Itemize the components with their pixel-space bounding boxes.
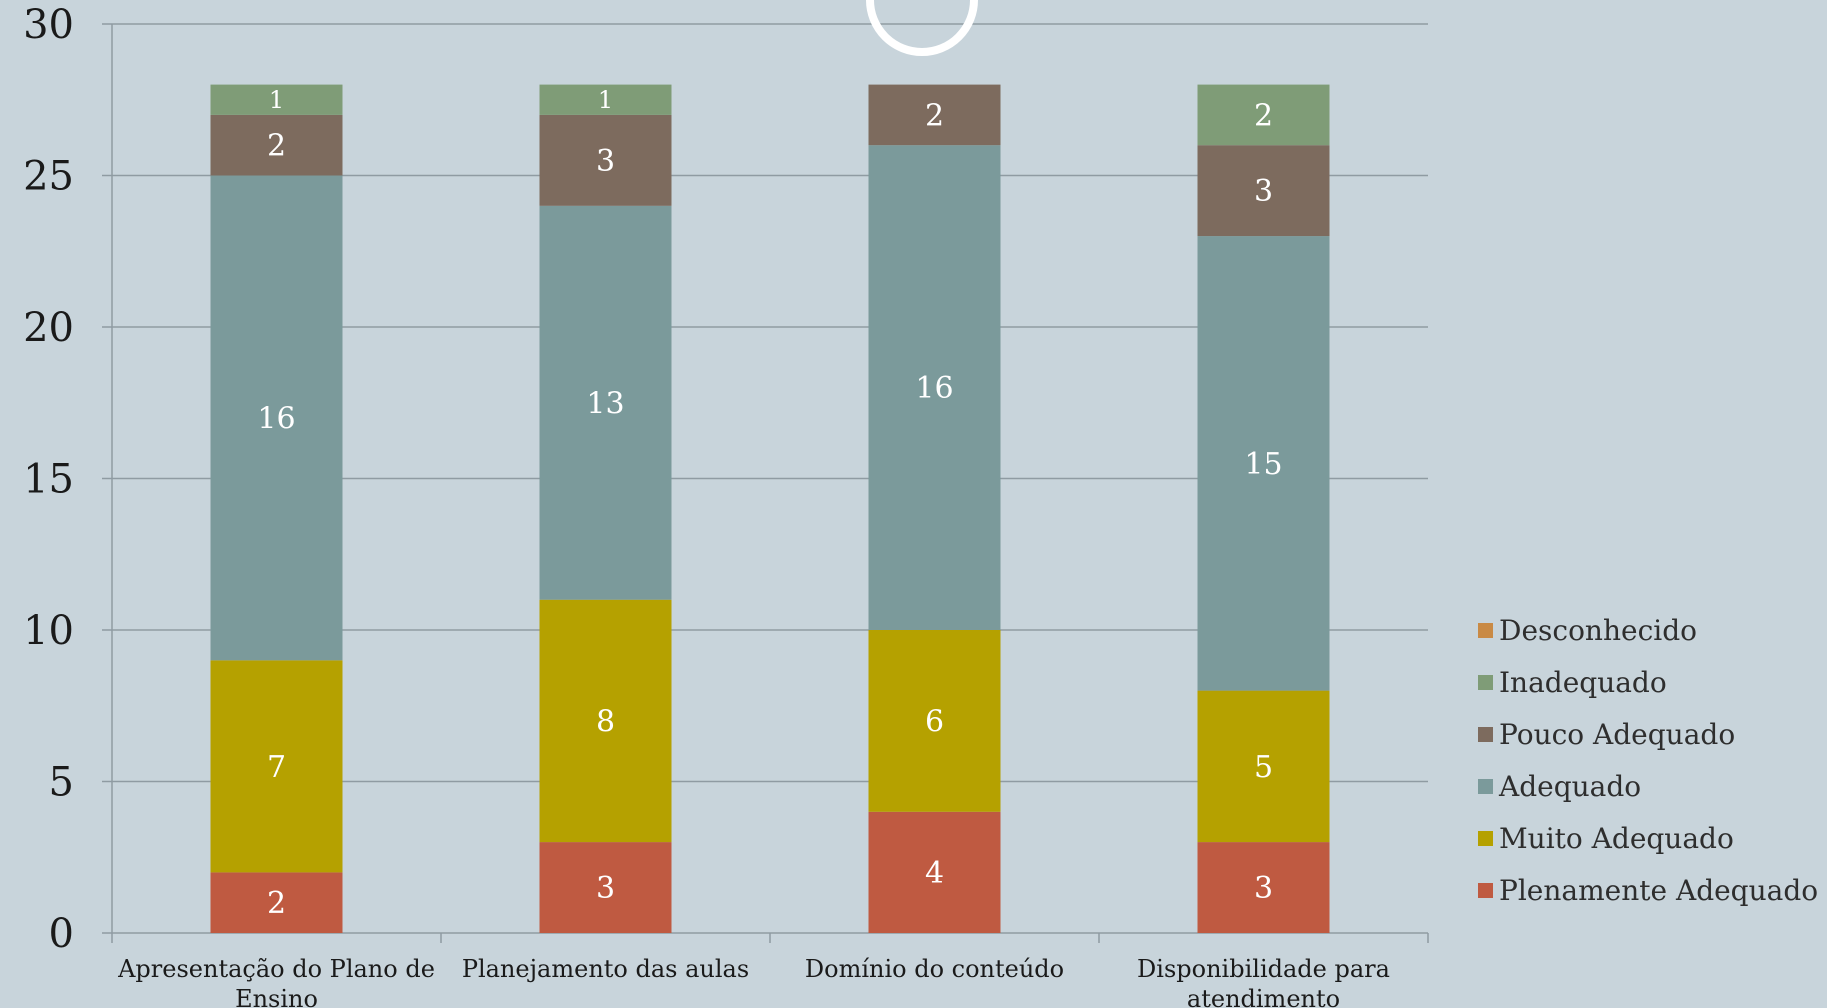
bar-segment	[539, 84, 672, 115]
data-label: 3	[596, 144, 615, 179]
bar-segment	[210, 84, 343, 115]
legend-label: Plenamente Adequado	[1499, 873, 1819, 907]
logo-fragment	[866, 0, 978, 56]
bar-segment	[868, 84, 1001, 146]
y-tick-label: 25	[23, 154, 74, 200]
data-label: 15	[1244, 447, 1282, 482]
data-label: 16	[257, 401, 295, 436]
data-label: 6	[925, 704, 944, 739]
legend-swatch	[1478, 882, 1493, 898]
legend-item: Inadequado	[1478, 656, 1823, 708]
data-label: 1	[598, 86, 613, 114]
bar-segment	[1197, 842, 1330, 933]
data-label: 2	[267, 886, 286, 921]
chart-legend: Desconhecido Inadequado Pouco Adequado Adeq…	[1478, 604, 1823, 916]
legend-item: Plenamente Adequado	[1478, 864, 1823, 916]
data-label: 3	[1254, 174, 1273, 209]
bar-segment	[1197, 690, 1330, 843]
data-label: 2	[267, 129, 286, 164]
legend-item: Pouco Adequado	[1478, 708, 1823, 760]
bar-segment	[1197, 145, 1330, 237]
bar-segment	[539, 599, 672, 843]
x-tick-label: atendimento	[1187, 985, 1340, 1008]
bar-segment	[868, 145, 1001, 630]
y-tick-label: 0	[49, 911, 74, 957]
legend-swatch	[1478, 726, 1493, 742]
bar-segment	[868, 811, 1001, 933]
y-tick-label: 20	[23, 305, 74, 351]
y-tick-label: 10	[23, 608, 74, 654]
x-tick-label: Apresentação do Plano de	[117, 955, 435, 983]
x-tick-label: Disponibilidade para	[1137, 955, 1390, 983]
legend-swatch	[1478, 674, 1493, 690]
data-label: 7	[267, 750, 286, 785]
bar-segment	[539, 842, 672, 933]
x-tick-label: Domínio do conteúdo	[805, 955, 1064, 983]
legend-label: Desconhecido	[1499, 613, 1697, 647]
legend-swatch	[1478, 830, 1493, 846]
legend-swatch	[1478, 778, 1493, 794]
legend-label: Adequado	[1499, 769, 1642, 803]
bar-segment	[210, 175, 343, 661]
bar-segment	[210, 872, 343, 933]
bar-segment	[539, 205, 672, 600]
data-label: 2	[1254, 98, 1273, 133]
bar-segment	[868, 630, 1001, 812]
data-label: 3	[596, 871, 615, 906]
bar-segment	[1197, 84, 1330, 146]
y-tick-label: 5	[49, 760, 74, 806]
legend-label: Pouco Adequado	[1499, 717, 1736, 751]
data-label: 16	[915, 371, 953, 406]
bar-segment	[210, 114, 343, 176]
legend-item: Desconhecido	[1478, 604, 1823, 656]
legend-label: Inadequado	[1499, 665, 1667, 699]
data-label: 5	[1254, 750, 1273, 785]
data-label: 8	[596, 704, 615, 739]
data-label: 1	[269, 86, 284, 114]
data-label: 3	[1254, 871, 1273, 906]
x-tick-label: Ensino	[235, 985, 318, 1008]
legend-swatch	[1478, 622, 1493, 638]
legend-item: Adequado	[1478, 760, 1823, 812]
x-tick-label: Planejamento das aulas	[462, 955, 749, 983]
data-label: 13	[586, 386, 624, 421]
bar-segment	[210, 660, 343, 873]
data-label: 2	[925, 98, 944, 133]
bar-segment	[1197, 236, 1330, 691]
legend-label: Muito Adequado	[1499, 821, 1734, 855]
y-tick-label: 15	[23, 457, 74, 503]
legend-item: Muito Adequado	[1478, 812, 1823, 864]
data-label: 4	[925, 856, 944, 891]
y-tick-label: 30	[23, 2, 74, 48]
bar-segment	[539, 114, 672, 206]
